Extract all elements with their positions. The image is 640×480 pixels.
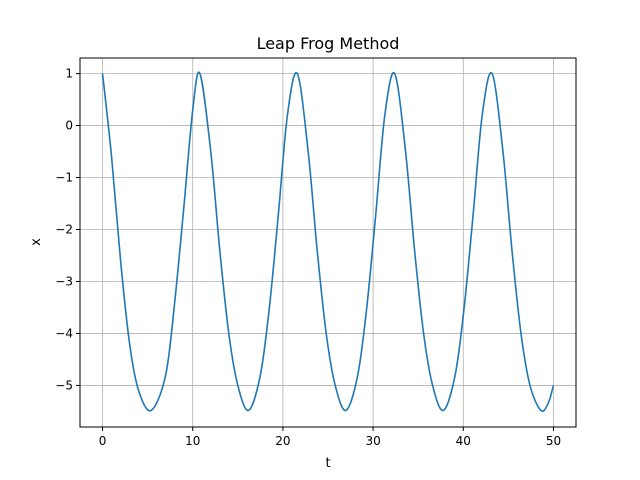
x-tick-label: 40 bbox=[456, 434, 471, 448]
chart-title: Leap Frog Method bbox=[257, 34, 400, 53]
x-axis-label: t bbox=[325, 456, 330, 471]
y-tick-label: 0 bbox=[65, 119, 73, 133]
x-axis: 0 10 20 30 40 50 bbox=[99, 427, 561, 448]
plot-frame bbox=[79, 57, 577, 428]
grid bbox=[80, 58, 576, 427]
x-tick-label: 10 bbox=[185, 434, 200, 448]
y-axis: 1 0 −1 −2 −3 −4 −5 bbox=[55, 67, 80, 392]
series-line bbox=[101, 71, 555, 412]
x-tick-label: 20 bbox=[275, 434, 290, 448]
y-tick-label: 1 bbox=[65, 67, 73, 81]
y-tick-label: −2 bbox=[55, 223, 73, 237]
x-tick-label: 0 bbox=[99, 434, 107, 448]
series-layer bbox=[101, 71, 555, 412]
y-tick-label: −5 bbox=[55, 378, 73, 392]
y-axis-label: x bbox=[29, 238, 44, 246]
y-tick-label: −1 bbox=[55, 171, 73, 185]
y-tick-label: −4 bbox=[55, 326, 73, 340]
x-tick-label: 50 bbox=[546, 434, 561, 448]
y-tick-label: −3 bbox=[55, 274, 73, 288]
x-tick-label: 30 bbox=[365, 434, 380, 448]
